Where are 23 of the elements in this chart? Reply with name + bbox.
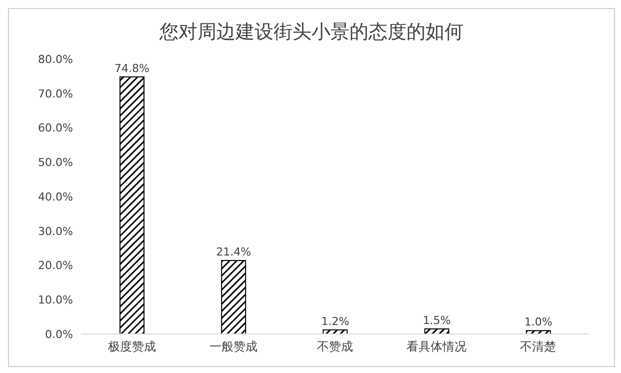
x-tick-label: 极度赞成 [106,340,156,354]
bar [221,260,246,334]
y-tick-label: 30.0% [38,224,73,238]
y-tick-label: 50.0% [38,156,73,170]
data-label: 21.4% [216,245,252,258]
y-tick-label: 70.0% [38,87,73,100]
data-label: 1.0% [524,316,552,329]
x-tick-label: 一般赞成 [209,340,258,354]
x-tick-label: 不赞成 [317,340,353,354]
y-tick-label: 20.0% [38,259,73,272]
chart-title: 您对周边建设街头小景的态度的如何 [158,20,464,45]
bar [120,76,144,334]
bar [526,330,551,334]
y-tick-label: 60.0% [38,122,73,135]
y-tick-label: 80.0% [38,52,73,66]
y-tick-label: 40.0% [38,190,73,204]
data-label: 1.2% [321,314,350,328]
y-tick-label: 0.0% [45,328,73,341]
x-tick-label: 不清楚 [520,340,556,354]
data-label: 74.8% [114,62,150,75]
data-label: 1.5% [422,314,451,327]
x-tick-label: 看具体情况 [406,340,467,354]
y-tick-label: 10.0% [38,294,73,307]
